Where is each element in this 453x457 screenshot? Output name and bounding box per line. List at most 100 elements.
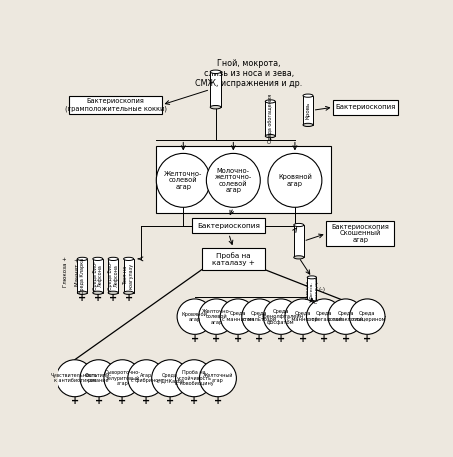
Text: Молочно-
желточно-
солевой
агар: Молочно- желточно- солевой агар <box>215 168 252 193</box>
Text: Бактериоскопия
(грамположительные кокки): Бактериоскопия (грамположительные кокки) <box>64 98 167 112</box>
Bar <box>327 221 394 246</box>
Text: Среда
с глицерином: Среда с глицерином <box>348 311 386 322</box>
Text: Среда
с фенолфталеин
фосфатом: Среда с фенолфталеин фосфатом <box>258 309 304 324</box>
Text: +: + <box>71 396 79 406</box>
Text: Кровяной
агар: Кровяной агар <box>182 311 208 322</box>
Bar <box>333 100 399 115</box>
Circle shape <box>176 360 212 397</box>
Circle shape <box>152 360 188 397</box>
Bar <box>156 146 331 213</box>
Text: +: + <box>342 334 350 344</box>
Text: Агар
с фибрином: Агар с фибрином <box>131 373 162 383</box>
Text: Среда
с трегалозой: Среда с трегалозой <box>307 311 342 322</box>
Circle shape <box>268 154 322 207</box>
Text: +: + <box>212 334 221 344</box>
Text: Среда Био-
Лефсона: Среда Био- Лефсона <box>108 261 118 290</box>
Text: Фаготипи-
рование: Фаготипи- рование <box>85 373 112 383</box>
Circle shape <box>263 299 299 335</box>
Ellipse shape <box>210 70 221 74</box>
Bar <box>265 101 275 136</box>
Text: +: + <box>95 396 103 406</box>
Text: +: + <box>320 334 328 344</box>
Bar <box>202 248 265 270</box>
Ellipse shape <box>108 257 118 260</box>
Text: Желточный
агар: Желточный агар <box>202 373 233 383</box>
Text: Среда Кларка: Среда Кларка <box>80 258 85 294</box>
Text: Желточно-
солевой
агар: Желточно- солевой агар <box>202 309 231 324</box>
Text: Чувствительность
к антибиотикам: Чувствительность к антибиотикам <box>51 373 98 383</box>
Text: +: + <box>299 334 307 344</box>
Ellipse shape <box>303 94 313 97</box>
Circle shape <box>350 299 385 335</box>
Ellipse shape <box>93 257 103 260</box>
Text: Среда
с ДНКазой: Среда с ДНКазой <box>157 373 183 383</box>
Ellipse shape <box>265 134 275 138</box>
Bar <box>124 259 134 293</box>
Text: Сывороточно-
телуритовый
агар: Сывороточно- телуритовый агар <box>105 370 140 386</box>
Bar <box>303 96 313 125</box>
Text: Тест на
коагулазу: Тест на коагулазу <box>123 263 134 289</box>
Text: Среда обогащения: Среда обогащения <box>268 94 273 143</box>
Bar <box>210 72 221 107</box>
Text: (–): (–) <box>319 287 326 292</box>
Ellipse shape <box>124 257 134 260</box>
Ellipse shape <box>77 257 87 260</box>
Ellipse shape <box>265 100 275 103</box>
Circle shape <box>156 154 210 207</box>
Text: +: + <box>214 396 222 406</box>
Text: +: + <box>109 293 117 303</box>
Text: +: + <box>363 334 371 344</box>
Text: Маннит +: Маннит + <box>75 258 80 287</box>
Text: +: + <box>78 293 87 303</box>
Text: +: + <box>94 293 102 303</box>
Circle shape <box>307 299 342 335</box>
Bar <box>93 259 103 293</box>
Text: Реакция
Фогеса-
Проскауэра: Реакция Фогеса- Проскауэра <box>306 276 318 303</box>
Ellipse shape <box>93 291 103 294</box>
Text: +: + <box>191 334 199 344</box>
Circle shape <box>328 299 363 335</box>
Text: Гной, мокрота,
слизь из носа и зева,
СМЖ, испражнения и др.: Гной, мокрота, слизь из носа и зева, СМЖ… <box>195 58 302 89</box>
Text: Среда
с маннозой: Среда с маннозой <box>287 311 318 322</box>
Text: +: + <box>142 396 150 406</box>
Circle shape <box>177 299 212 335</box>
Text: Желточно-
солевой
агар: Желточно- солевой агар <box>164 171 202 190</box>
Ellipse shape <box>303 123 313 127</box>
Circle shape <box>220 299 255 335</box>
Ellipse shape <box>307 301 317 303</box>
Text: Кровь: Кровь <box>305 101 310 119</box>
Ellipse shape <box>108 291 118 294</box>
Text: Бактериоскопия
Скошенный
агар: Бактериоскопия Скошенный агар <box>332 224 389 243</box>
Text: Кровяной
агар: Кровяной агар <box>278 174 312 187</box>
Bar <box>77 259 87 293</box>
Text: +: + <box>234 334 242 344</box>
Text: Проба на
устойчивость
к новобиоцину: Проба на устойчивость к новобиоцину <box>175 370 213 386</box>
Text: +: + <box>255 334 264 344</box>
Bar <box>307 277 317 302</box>
Circle shape <box>104 360 141 397</box>
Text: +: + <box>190 396 198 406</box>
Bar <box>69 96 162 114</box>
Circle shape <box>199 299 234 335</box>
Circle shape <box>80 360 117 397</box>
Text: Среда
с маннитом: Среда с маннитом <box>222 311 254 322</box>
Circle shape <box>207 154 260 207</box>
Ellipse shape <box>294 256 304 259</box>
Ellipse shape <box>210 106 221 109</box>
Circle shape <box>285 299 320 335</box>
Ellipse shape <box>307 276 317 279</box>
Text: +: + <box>166 396 174 406</box>
Text: Глюкоза +: Глюкоза + <box>63 256 68 287</box>
Text: Среда
с мальтозой: Среда с мальтозой <box>243 311 276 322</box>
Text: Среда
с галактозой: Среда с галактозой <box>328 311 363 322</box>
Ellipse shape <box>294 223 304 227</box>
Text: Бактериоскопия: Бактериоскопия <box>197 223 260 229</box>
Circle shape <box>56 360 93 397</box>
Circle shape <box>199 360 236 397</box>
Text: Среда Био-
Лефсона: Среда Био- Лефсона <box>92 261 103 290</box>
Text: +: + <box>277 334 285 344</box>
Circle shape <box>128 360 165 397</box>
Ellipse shape <box>77 291 87 294</box>
Text: +: + <box>118 396 126 406</box>
Bar <box>294 225 304 257</box>
